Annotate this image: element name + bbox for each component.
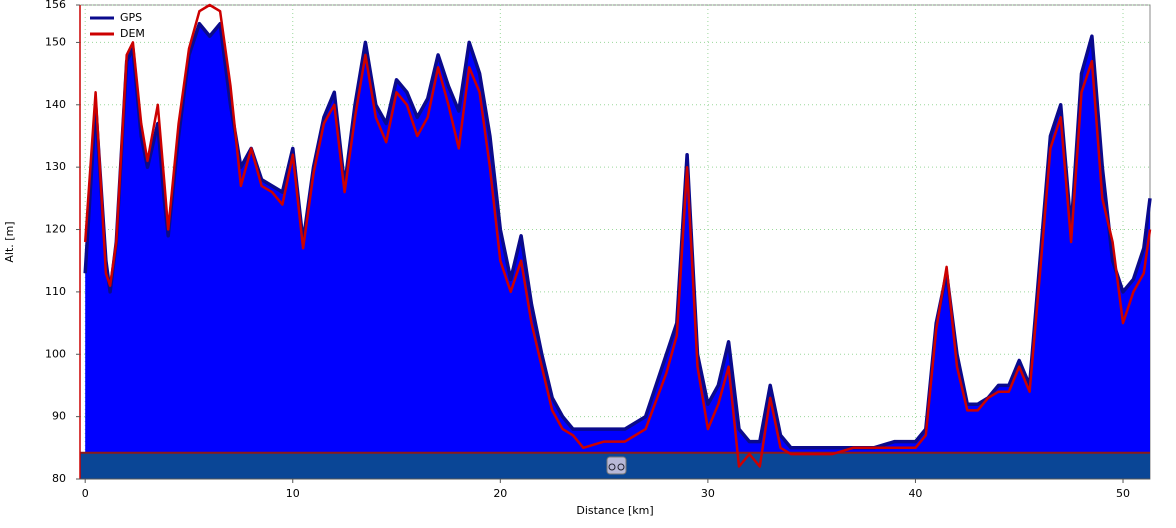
- y-tick-label: 80: [52, 472, 66, 485]
- y-tick-label: 130: [45, 160, 66, 173]
- x-tick-label: 10: [286, 487, 300, 500]
- x-tick-label: 50: [1116, 487, 1130, 500]
- y-axis-label: Alt. [m]: [3, 221, 16, 262]
- y-tick-label: 110: [45, 285, 66, 298]
- x-tick-label: 20: [493, 487, 507, 500]
- y-tick-label: 100: [45, 347, 66, 360]
- bike-icon: [617, 463, 625, 471]
- y-tick-label: 140: [45, 98, 66, 111]
- x-tick-label: 40: [908, 487, 922, 500]
- series-line: [83, 3, 1152, 468]
- y-tick-label: 150: [45, 35, 66, 48]
- x-tick-label: 30: [701, 487, 715, 500]
- y-tick-label: 156: [45, 0, 66, 11]
- y-tick-label: 120: [45, 223, 66, 236]
- bike-icon: [608, 463, 616, 471]
- x-axis-label: Distance [km]: [576, 504, 653, 517]
- x-tick-label: 0: [82, 487, 89, 500]
- legend-label: GPS: [120, 11, 142, 24]
- legend-label: DEM: [120, 27, 145, 40]
- y-tick-label: 90: [52, 410, 66, 423]
